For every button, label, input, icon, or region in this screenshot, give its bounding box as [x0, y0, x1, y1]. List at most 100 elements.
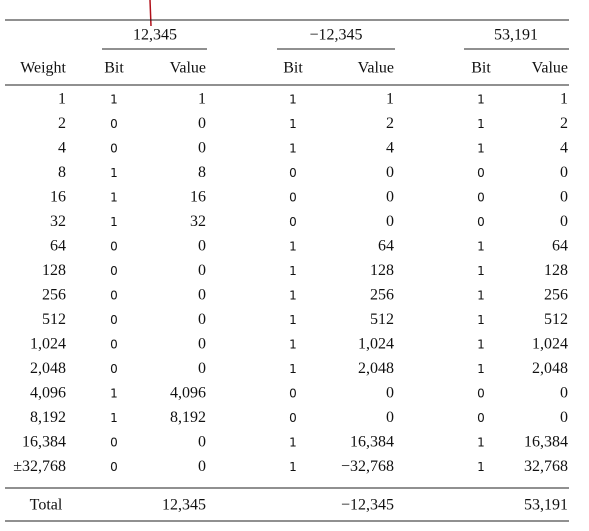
bit-cell: 1 — [289, 313, 297, 327]
weight-cell: 32 — [50, 213, 66, 230]
bit-cell: 0 — [110, 362, 118, 376]
weight-cell: 256 — [42, 287, 66, 304]
weight-cell: 8 — [58, 164, 66, 181]
bit-cell: 1 — [289, 436, 297, 450]
bit-cell: 0 — [110, 240, 118, 254]
weight-cell: 16 — [50, 189, 66, 206]
bit-cell: 0 — [110, 436, 118, 450]
value-cell: 16 — [190, 189, 206, 206]
bit-cell: 0 — [289, 191, 297, 205]
bit-cell: 0 — [289, 411, 297, 425]
cursor-mark — [149, 0, 152, 27]
column-header: Value — [532, 60, 568, 77]
bit-cell: 1 — [110, 215, 118, 229]
bit-cell: 1 — [477, 460, 485, 474]
value-cell: 0 — [198, 262, 206, 279]
value-cell: 0 — [560, 385, 568, 402]
bit-cell: 1 — [110, 411, 118, 425]
total-cell: 53,191 — [524, 497, 568, 514]
value-cell: 0 — [198, 360, 206, 377]
value-cell: 0 — [386, 189, 394, 206]
value-cell: 0 — [198, 140, 206, 157]
bit-cell: 0 — [477, 166, 485, 180]
bit-cell: 1 — [289, 117, 297, 131]
value-cell: 0 — [198, 238, 206, 255]
weight-cell: 8,192 — [30, 409, 66, 426]
bit-cell: 1 — [477, 362, 485, 376]
value-cell: 2,048 — [358, 360, 394, 377]
value-cell: 4 — [560, 140, 568, 157]
value-cell: 64 — [378, 238, 394, 255]
group-header: −12,345 — [309, 27, 362, 44]
bit-cell: 1 — [477, 338, 485, 352]
value-cell: 0 — [386, 164, 394, 181]
value-cell: 64 — [552, 238, 568, 255]
value-cell: 2,048 — [532, 360, 568, 377]
value-cell: 0 — [198, 434, 206, 451]
value-cell: 1,024 — [532, 336, 568, 353]
value-cell: 0 — [198, 311, 206, 328]
weight-cell: 1 — [58, 91, 66, 108]
bit-cell: 0 — [110, 142, 118, 156]
value-cell: 1,024 — [358, 336, 394, 353]
weight-cell: 64 — [50, 238, 66, 255]
column-header: Bit — [471, 60, 491, 77]
value-cell: −32,768 — [341, 458, 394, 475]
value-cell: 1 — [386, 91, 394, 108]
bit-cell: 0 — [110, 264, 118, 278]
weight-cell: 1,024 — [30, 336, 66, 353]
bit-cell: 1 — [289, 460, 297, 474]
value-cell: 8,192 — [170, 409, 206, 426]
group-header: 12,345 — [133, 27, 177, 44]
group-header: 53,191 — [494, 27, 538, 44]
value-cell: 0 — [386, 213, 394, 230]
value-cell: 0 — [198, 115, 206, 132]
bit-cell: 1 — [477, 93, 485, 107]
column-header: Bit — [283, 60, 303, 77]
bit-cell: 1 — [110, 191, 118, 205]
value-cell: 512 — [370, 311, 394, 328]
bit-cell: 0 — [477, 215, 485, 229]
value-cell: 0 — [560, 164, 568, 181]
weight-cell: 2 — [58, 115, 66, 132]
bit-cell: 1 — [289, 362, 297, 376]
bit-cell: 1 — [289, 93, 297, 107]
column-header: Value — [170, 60, 206, 77]
weight-cell: 4 — [58, 140, 66, 157]
value-cell: 16,384 — [350, 434, 394, 451]
bit-cell: 1 — [477, 142, 485, 156]
value-cell: 0 — [198, 287, 206, 304]
bit-cell: 1 — [477, 264, 485, 278]
value-cell: 2 — [386, 115, 394, 132]
value-cell: 128 — [544, 262, 568, 279]
bit-cell: 1 — [289, 240, 297, 254]
column-header: Value — [358, 60, 394, 77]
value-cell: 32 — [190, 213, 206, 230]
value-cell: 4 — [386, 140, 394, 157]
value-cell: 32,768 — [524, 458, 568, 475]
value-cell: 1 — [560, 91, 568, 108]
bit-cell: 1 — [477, 436, 485, 450]
bit-cell: 1 — [477, 289, 485, 303]
value-cell: 0 — [560, 409, 568, 426]
value-cell: 16,384 — [524, 434, 568, 451]
value-cell: 0 — [198, 336, 206, 353]
total-cell: 12,345 — [162, 497, 206, 514]
bit-cell: 1 — [289, 264, 297, 278]
bit-cell: 0 — [110, 338, 118, 352]
bit-cell: 0 — [477, 411, 485, 425]
bit-cell: 0 — [477, 387, 485, 401]
weight-cell: 16,384 — [22, 434, 66, 451]
bit-cell: 0 — [289, 215, 297, 229]
bit-cell: 1 — [289, 338, 297, 352]
value-cell: 0 — [386, 385, 394, 402]
bit-cell: 0 — [110, 117, 118, 131]
value-cell: 0 — [386, 409, 394, 426]
weight-cell: ±32,768 — [13, 458, 66, 475]
value-cell: 4,096 — [170, 385, 206, 402]
value-cell: 2 — [560, 115, 568, 132]
bit-cell: 0 — [110, 313, 118, 327]
value-cell: 0 — [560, 213, 568, 230]
value-cell: 0 — [560, 189, 568, 206]
